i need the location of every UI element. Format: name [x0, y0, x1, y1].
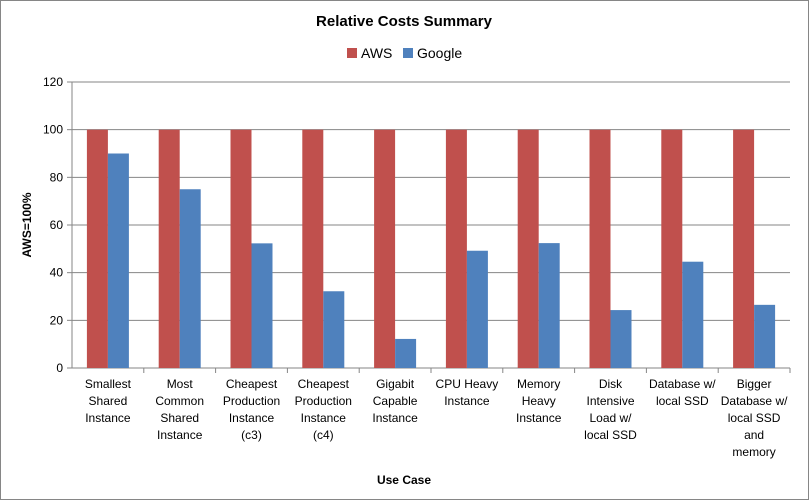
bar-google: [538, 243, 560, 368]
x-tick-label: Gigabit Capable Instance: [372, 377, 418, 425]
y-tick-label: 80: [50, 170, 64, 184]
bar-google: [251, 243, 273, 368]
bar-aws: [158, 129, 180, 368]
legend-swatch: [347, 48, 357, 58]
y-axis-label: AWS=100%: [20, 192, 34, 257]
bar-aws: [661, 129, 683, 368]
y-tick-label: 60: [50, 218, 64, 232]
bar-google: [107, 153, 129, 368]
legend-swatch: [403, 48, 413, 58]
bar-google: [610, 310, 632, 368]
x-tick-label: Memory Heavy Instance: [516, 377, 562, 425]
bar-aws: [230, 129, 252, 368]
legend-label: Google: [417, 45, 462, 61]
bar-google: [754, 304, 776, 368]
bar-aws: [517, 129, 539, 368]
legend-label: AWS: [361, 45, 392, 61]
bar-google: [179, 189, 201, 368]
bar-aws: [445, 129, 467, 368]
x-tick-label: Cheapest Production Instance (c4): [295, 377, 352, 442]
chart-title: Relative Costs Summary: [316, 13, 493, 30]
bar-google: [323, 291, 345, 368]
x-tick-label: Database w/local SSD: [649, 377, 716, 408]
x-tick-label: Disk Intensive Load w/local SSD: [584, 377, 637, 442]
bar-aws: [374, 129, 396, 368]
bar-aws: [302, 129, 324, 368]
bar-aws: [589, 129, 611, 368]
y-tick-label: 20: [50, 313, 64, 327]
x-tick-labels: Smallest Shared Instance Most Common Shared In…: [85, 377, 788, 459]
x-tick-label: Smallest Shared Instance: [85, 377, 132, 425]
bar-aws: [86, 129, 108, 368]
x-tick-label: Cheapest Production Instance (c3): [223, 377, 280, 442]
x-axis-label: Use Case: [377, 473, 431, 487]
bar-google: [466, 250, 488, 368]
y-tick-label: 40: [50, 266, 64, 280]
legend: AWS Google: [347, 45, 462, 61]
bar-aws: [733, 129, 755, 368]
y-tick-label: 0: [56, 361, 63, 375]
x-tick-label: Bigger Database w/local SSD and memory: [721, 377, 788, 459]
y-tick-label: 120: [43, 75, 63, 89]
bar-google: [682, 261, 704, 368]
y-tick-label: 100: [43, 123, 63, 137]
x-tick-label: CPU Heavy Instance: [436, 377, 499, 408]
x-tick-label: Most Common Shared Instance: [155, 377, 204, 442]
bar-google: [395, 338, 417, 368]
bars: [86, 129, 776, 368]
